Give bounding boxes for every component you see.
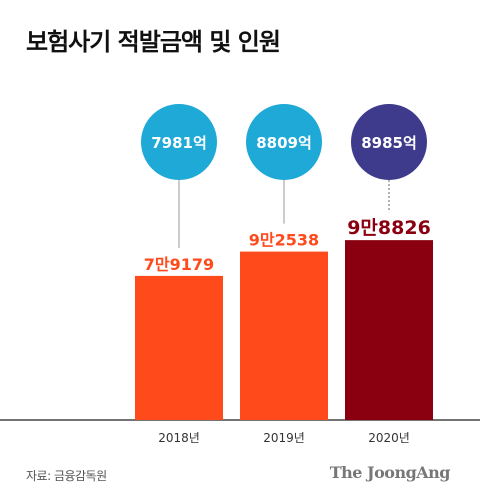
amount-circle — [246, 104, 322, 180]
amount-value-label: 7981억 — [151, 134, 207, 152]
bar — [345, 240, 433, 420]
amount-value-label: 8985억 — [361, 134, 417, 152]
publisher-logo: The JoongAng — [329, 463, 451, 482]
x-tick-label: 2018년 — [158, 431, 200, 445]
chart-title: 보험사기 적발금액 및 인원 — [26, 28, 281, 56]
amount-circle — [141, 104, 217, 180]
bar-value-label: 9만8826 — [347, 217, 431, 239]
legend-people: 적발인원(명) — [42, 364, 112, 380]
bar — [135, 275, 223, 420]
bar-value-label: 7만9179 — [144, 255, 214, 274]
legend-amount: 적발금액(원) — [42, 145, 112, 161]
source-note: 자료: 금융감독원 — [26, 469, 107, 483]
amount-value-label: 8809억 — [256, 134, 312, 152]
x-tick-label: 2019년 — [263, 431, 305, 445]
bar-value-label: 9만2538 — [249, 231, 319, 250]
bar — [240, 251, 328, 420]
x-tick-label: 2020년 — [368, 431, 410, 445]
amount-circle — [351, 104, 427, 180]
